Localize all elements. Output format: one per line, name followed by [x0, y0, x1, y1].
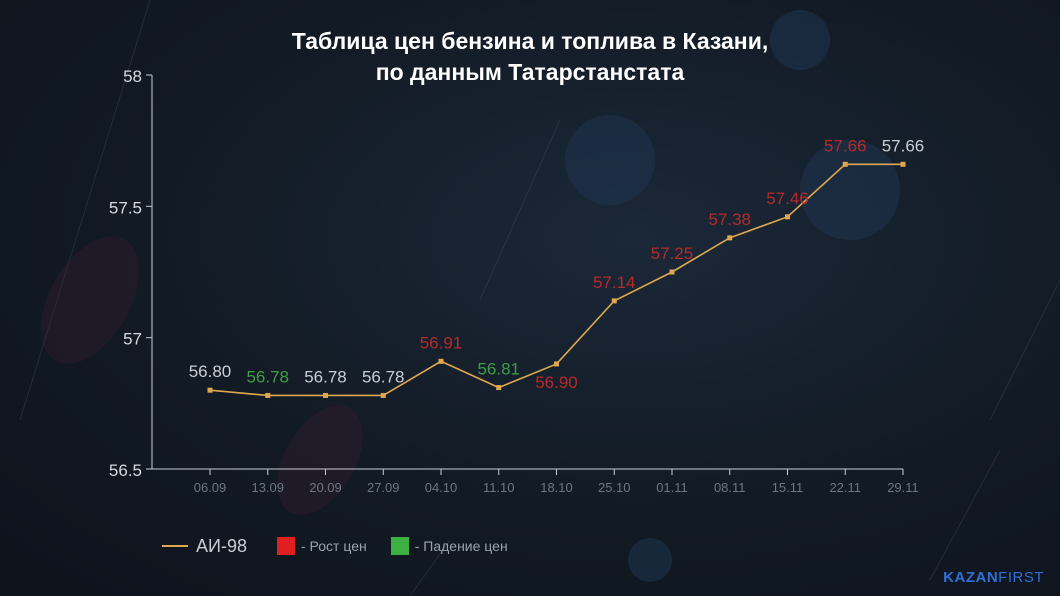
data-label: 56.91 — [420, 333, 463, 352]
data-point — [727, 235, 733, 241]
data-point — [669, 269, 675, 275]
data-label: 57.66 — [824, 136, 867, 155]
data-point — [785, 214, 790, 220]
x-tick-label: 20.09 — [309, 480, 342, 495]
data-label: 57.14 — [593, 273, 636, 292]
x-tick-label: 08.11 — [714, 480, 746, 495]
x-tick-label: 11.10 — [483, 480, 515, 495]
y-tick-label: 56.5 — [109, 461, 142, 480]
data-point — [265, 392, 271, 398]
chart-title-line2: по данным Татарстанстата — [375, 59, 685, 85]
legend-rise-label: - Рост цен — [300, 538, 367, 554]
legend-rise-swatch — [276, 537, 295, 555]
x-tick-label: 22.11 — [829, 480, 861, 495]
data-point — [611, 298, 617, 304]
data-point — [496, 385, 502, 391]
data-label: 56.78 — [362, 367, 405, 386]
x-tick-label: 27.09 — [367, 480, 400, 495]
data-point — [554, 361, 559, 367]
data-label: 56.90 — [535, 373, 578, 392]
brand-logo: KAZANFIRST — [943, 569, 1044, 586]
x-tick-label: 01.11 — [656, 480, 688, 495]
y-tick-label: 58 — [123, 67, 142, 86]
legend-fall-swatch — [390, 537, 409, 555]
brand-part1: KAZAN — [943, 569, 999, 586]
data-label: 57.38 — [708, 210, 751, 229]
data-point — [323, 392, 328, 398]
data-label: 57.46 — [766, 189, 809, 208]
legend: АИ-98 - Рост цен - Падение цен — [162, 534, 532, 558]
chart-title: Таблица цен бензина и топлива в Казани, … — [0, 26, 1060, 88]
data-point — [438, 358, 444, 364]
data-label: 56.78 — [304, 367, 347, 386]
legend-fall: - Падение цен — [390, 537, 508, 555]
data-label: 56.80 — [189, 362, 232, 381]
x-tick-label: 25.10 — [598, 480, 631, 495]
data-label: 57.66 — [882, 136, 925, 155]
x-tick-label: 04.10 — [425, 480, 458, 495]
data-label: 56.81 — [477, 360, 520, 379]
x-tick-label: 13.09 — [251, 480, 284, 495]
data-point — [380, 392, 386, 398]
y-tick-label: 57 — [123, 330, 142, 349]
data-label: 57.25 — [651, 244, 694, 263]
x-tick-label: 15.11 — [772, 480, 804, 495]
data-point — [842, 161, 848, 167]
data-label: 56.78 — [246, 367, 289, 386]
x-tick-label: 18.10 — [540, 480, 573, 495]
data-point — [900, 161, 906, 167]
legend-rise: - Рост цен — [276, 537, 367, 555]
legend-series-line — [162, 545, 188, 547]
brand-part2: FIRST — [998, 569, 1044, 586]
legend-series-label: АИ-98 — [196, 535, 247, 556]
legend-fall-label: - Падение цен — [414, 538, 508, 554]
chart-title-line1: Таблица цен бензина и топлива в Казани, — [291, 28, 769, 54]
y-tick-label: 57.5 — [109, 198, 142, 217]
x-tick-label: 06.09 — [194, 480, 227, 495]
data-point — [207, 387, 213, 393]
x-tick-label: 29.11 — [887, 480, 919, 495]
